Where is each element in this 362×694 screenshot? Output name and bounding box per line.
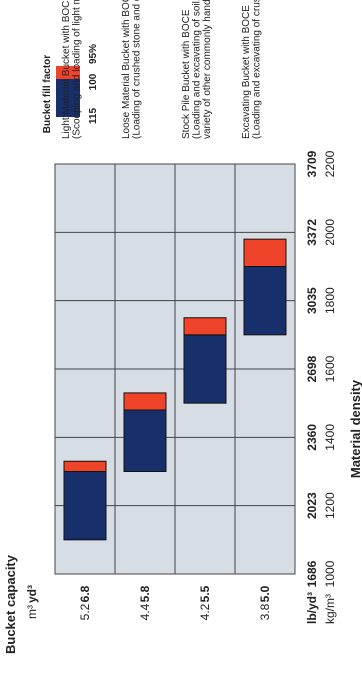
capacity-label-m3: 3.8 bbox=[258, 603, 272, 620]
bucket-fill-orange-swatch bbox=[56, 66, 80, 79]
bucket-fill-title: Bucket fill factor bbox=[42, 55, 53, 133]
legend-line: (Scooping and loading of light material) bbox=[72, 0, 83, 139]
density-tick-metric: 1000 bbox=[323, 560, 337, 587]
bars-layer bbox=[63, 238, 287, 541]
capacity-label-m3: 4.4 bbox=[138, 603, 152, 620]
legend-line: variety of other commonly handled materi… bbox=[202, 0, 213, 139]
density-tick-imperial: 2698 bbox=[305, 355, 319, 382]
bar-segment-fill-100 bbox=[243, 266, 287, 336]
capacity-label-yd3: 6.8 bbox=[78, 585, 92, 602]
x-axis-title: Material density bbox=[348, 379, 362, 478]
capacity-label-yd3: 5.0 bbox=[258, 585, 272, 602]
capacity-label-yd3: 5.5 bbox=[198, 585, 212, 602]
legend-line: Loose Material Bucket with BOCE bbox=[121, 0, 132, 139]
capacity-label-m3: 5.2 bbox=[78, 603, 92, 620]
bucket-fill-label-95: 95% bbox=[88, 44, 99, 64]
legend-line: Excavating Bucket with BOCE bbox=[241, 5, 252, 139]
bucket-fill-label-115: 115 bbox=[88, 107, 99, 124]
legend-line: (Loading and excavating of crushed or bl… bbox=[252, 0, 263, 139]
capacity-label-yd3: 5.8 bbox=[138, 585, 152, 602]
bar-segment-fill-95 bbox=[123, 392, 167, 411]
bar-segment-fill-95 bbox=[63, 460, 107, 472]
density-tick-metric: 1600 bbox=[323, 355, 337, 382]
y-axis-title: Bucket capacity bbox=[3, 554, 18, 654]
density-tick-imperial: 2360 bbox=[305, 424, 319, 451]
bar-segment-fill-100 bbox=[183, 334, 227, 404]
bar-segment-fill-95 bbox=[243, 238, 287, 267]
density-tick-imperial: 3372 bbox=[305, 219, 319, 246]
bar-segment-fill-100 bbox=[123, 409, 167, 472]
density-tick-metric: 2200 bbox=[323, 150, 337, 177]
density-tick-imperial: 3709 bbox=[305, 150, 319, 177]
density-tick-labels: 1686 1000 2023 1200 2360 1400 2698 1600 3035 1800… bbox=[305, 150, 337, 587]
legend-line: Light Material Bucket with BOCE bbox=[61, 0, 72, 139]
density-unit-metric: kg/m³ bbox=[323, 594, 337, 624]
capacity-labels: 5.26.8 4.45.8 4.25.5 3.85.0 bbox=[78, 585, 272, 620]
capacity-unit-imperial: yd³ bbox=[25, 585, 39, 603]
density-tick-imperial: 3035 bbox=[305, 287, 319, 314]
density-tick-metric: 1200 bbox=[323, 492, 337, 519]
density-tick-metric: 2000 bbox=[323, 219, 337, 246]
bucket-legend: Light Material Bucket with BOCE (Scooping… bbox=[61, 0, 263, 139]
legend-line: (Loading and excavating of soil, sand an… bbox=[192, 0, 203, 139]
density-tick-metric: 1400 bbox=[323, 424, 337, 451]
density-tick-imperial: 2023 bbox=[305, 492, 319, 519]
capacity-unit-metric: m³ bbox=[25, 605, 39, 619]
density-tick-imperial: 1686 bbox=[305, 560, 319, 587]
density-unit-imperial: lb/yd³ bbox=[305, 592, 319, 624]
bucket-fill-navy-swatch bbox=[56, 79, 80, 117]
bucket-fill-label-100: 100 bbox=[88, 73, 99, 90]
legend-line: Stock Pile Bucket with BOCE bbox=[181, 9, 192, 139]
density-tick-metric: 1800 bbox=[323, 287, 337, 314]
capacity-label-m3: 4.2 bbox=[198, 603, 212, 620]
bar-segment-fill-95 bbox=[183, 317, 227, 336]
bar-segment-fill-100 bbox=[63, 470, 107, 541]
legend-line: (Loading of crushed stone and dry sand) bbox=[132, 0, 143, 139]
